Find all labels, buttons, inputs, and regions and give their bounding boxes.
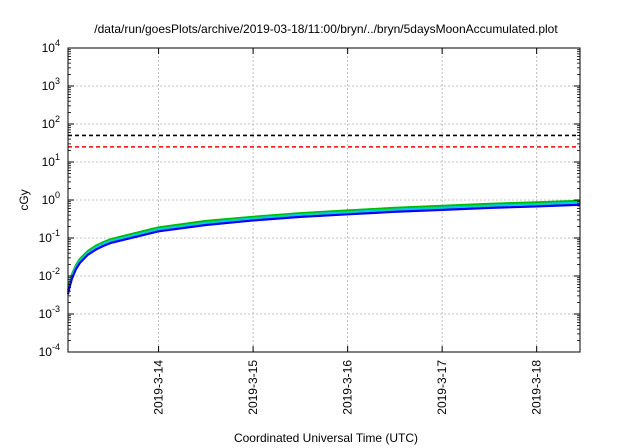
y-tick-base: 10 <box>42 193 56 207</box>
y-tick-label: 10-3 <box>39 304 60 321</box>
x-axis-label: Coordinated Universal Time (UTC) <box>234 431 418 445</box>
series-line-4 <box>66 203 581 295</box>
y-tick-label: 103 <box>42 76 60 93</box>
y-tick-label: 101 <box>42 152 60 169</box>
x-tick-label: 2019-3-18 <box>530 360 544 415</box>
y-tick-label: 100 <box>42 190 60 207</box>
y-tick-base: 10 <box>39 345 53 359</box>
grid <box>68 48 580 352</box>
y-tick-base: 10 <box>42 155 56 169</box>
y-tick-exponent: 3 <box>55 76 60 86</box>
x-tick-label: 2019-3-14 <box>152 360 166 415</box>
y-tick-exponent: 2 <box>55 114 60 124</box>
y-tick-exponent: -4 <box>52 342 60 352</box>
y-tick-label: 10-4 <box>39 342 60 359</box>
series-group <box>66 134 581 295</box>
y-tick-base: 10 <box>42 41 56 55</box>
y-tick-exponent: -2 <box>52 266 60 276</box>
y-tick-exponent: 1 <box>55 152 60 162</box>
y-tick-exponent: 4 <box>55 38 60 48</box>
x-ticks: 2019-3-14 2019-3-15 2019-3-16 2019-3-17 2019… <box>152 48 544 415</box>
y-tick-label: 10-1 <box>39 228 60 245</box>
chart-title: /data/run/goesPlots/archive/2019-03-18/1… <box>94 22 558 36</box>
y-tick-label: 104 <box>42 38 60 55</box>
y-tick-base: 10 <box>39 269 53 283</box>
x-tick-label: 2019-3-15 <box>246 360 260 415</box>
y-tick-exponent: 0 <box>55 190 60 200</box>
y-tick-base: 10 <box>42 117 56 131</box>
y-tick-base: 10 <box>39 307 53 321</box>
y-tick-label: 102 <box>42 114 60 131</box>
x-tick-label: 2019-3-17 <box>435 360 449 415</box>
y-tick-exponent: -1 <box>52 228 60 238</box>
y-axis-label: cGy <box>17 189 31 210</box>
x-tick-label: 2019-3-16 <box>341 360 355 415</box>
y-tick-exponent: -3 <box>52 304 60 314</box>
y-tick-base: 10 <box>39 231 53 245</box>
y-tick-label: 10-2 <box>39 266 60 283</box>
y-tick-base: 10 <box>42 79 56 93</box>
